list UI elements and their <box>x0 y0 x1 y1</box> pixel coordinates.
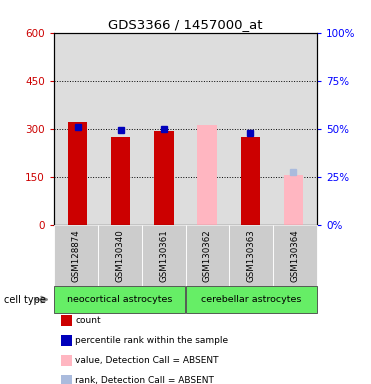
Bar <box>197 126 217 225</box>
Text: GSM130363: GSM130363 <box>247 229 256 282</box>
Bar <box>111 137 131 225</box>
Text: GSM130361: GSM130361 <box>159 229 168 282</box>
Text: cerebellar astrocytes: cerebellar astrocytes <box>201 295 302 304</box>
Bar <box>284 175 303 225</box>
Text: GSM130340: GSM130340 <box>115 229 124 282</box>
Bar <box>68 122 87 225</box>
Text: count: count <box>75 316 101 325</box>
Text: value, Detection Call = ABSENT: value, Detection Call = ABSENT <box>75 356 219 365</box>
Bar <box>154 131 174 225</box>
Text: neocortical astrocytes: neocortical astrocytes <box>67 295 173 304</box>
Text: rank, Detection Call = ABSENT: rank, Detection Call = ABSENT <box>75 376 214 384</box>
Text: GSM128874: GSM128874 <box>71 229 80 282</box>
Text: GSM130362: GSM130362 <box>203 229 212 282</box>
Text: percentile rank within the sample: percentile rank within the sample <box>75 336 229 345</box>
Title: GDS3366 / 1457000_at: GDS3366 / 1457000_at <box>108 18 263 31</box>
Text: cell type: cell type <box>4 295 46 305</box>
Bar <box>240 137 260 225</box>
Text: GSM130364: GSM130364 <box>291 229 300 282</box>
